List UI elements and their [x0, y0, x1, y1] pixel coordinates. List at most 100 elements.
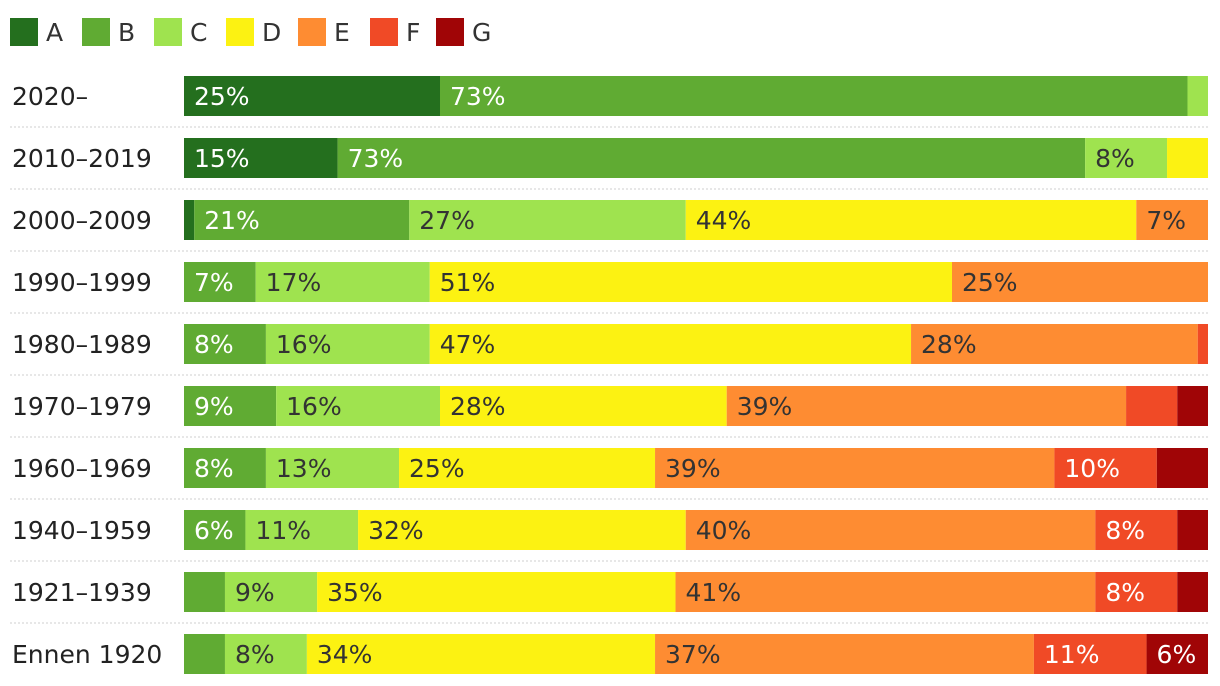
bar-segment-e [685, 510, 1096, 550]
data-label: 15% [194, 144, 250, 173]
data-label: 35% [327, 578, 383, 607]
data-label: 34% [317, 640, 373, 669]
bar-segment-g [1177, 510, 1208, 550]
data-label: 39% [737, 392, 793, 421]
data-label: 39% [665, 454, 721, 483]
bar-segment-c [255, 262, 430, 302]
bar-segment-d [317, 572, 676, 612]
bar-segment-b [184, 262, 256, 302]
bar-segment-d [429, 262, 952, 302]
bar-segment-g [1146, 634, 1208, 674]
bar-row: 2020– 25% 73% [12, 76, 1208, 116]
data-label: 16% [276, 330, 332, 359]
data-label: 27% [419, 206, 475, 235]
bar-segment-e [1136, 200, 1208, 240]
bar-segment-f [1197, 324, 1208, 364]
bar-segment-b [184, 510, 246, 550]
bar-segment-f [1095, 572, 1178, 612]
legend-swatch-g [436, 18, 464, 46]
bar-segment-f [1054, 448, 1157, 488]
bar-segment-b [184, 572, 225, 612]
category-label: 1940–1959 [12, 516, 152, 545]
data-label: 32% [368, 516, 424, 545]
bar-segment-d [429, 324, 912, 364]
data-label: 9% [194, 392, 234, 421]
bar-segment-a [184, 76, 440, 116]
bar-segment-c [1187, 76, 1208, 116]
bar-segment-e [655, 634, 1034, 674]
bar-segment-g [1177, 386, 1208, 426]
legend-item-f: F [370, 18, 420, 47]
bar-segment-d [685, 200, 1137, 240]
data-label: 10% [1064, 454, 1120, 483]
bar-segment-c [1085, 138, 1168, 178]
bar-segment-c [276, 386, 440, 426]
data-label: 13% [276, 454, 332, 483]
data-label: 17% [266, 268, 322, 297]
chart-rows: 2020– 25% 73% 2010–2019 15% 73% 8% 2000–2009 21%… [10, 76, 1210, 674]
bar-segment-c [224, 572, 318, 612]
bar-segment-e [952, 262, 1208, 302]
data-label: 8% [235, 640, 275, 669]
data-label: 8% [1105, 516, 1145, 545]
bar-segment-c [224, 634, 307, 674]
data-label: 40% [696, 516, 752, 545]
bar-segment-e [911, 324, 1198, 364]
data-label: 21% [204, 206, 260, 235]
bar-segment-d [306, 634, 656, 674]
bar-row: 1921–1939 9% 35% 41% 8% [10, 560, 1210, 612]
bar-segment-a [184, 138, 338, 178]
bar-segment-e [726, 386, 1127, 426]
legend-swatch-d [226, 18, 254, 46]
data-label: 73% [348, 144, 404, 173]
category-label: 2000–2009 [12, 206, 152, 235]
bar-row: 1960–1969 8% 13% 25% 39% 10% [10, 436, 1210, 488]
legend-item-c: C [154, 18, 207, 47]
legend-swatch-c [154, 18, 182, 46]
category-label: 1990–1999 [12, 268, 152, 297]
bar-segment-b [337, 138, 1086, 178]
legend-item-b: B [82, 18, 135, 47]
legend-label-a: A [46, 18, 63, 47]
bar-segment-f [1126, 386, 1178, 426]
category-label: 2010–2019 [12, 144, 152, 173]
data-label: 11% [255, 516, 311, 545]
bar-segment-c [265, 448, 400, 488]
legend-item-a: A [10, 18, 63, 47]
data-label: 8% [1105, 578, 1145, 607]
bar-row: 2000–2009 21% 27% 44% 7% [10, 188, 1210, 240]
data-label: 44% [696, 206, 752, 235]
legend-label-f: F [406, 18, 420, 47]
category-label: 1921–1939 [12, 578, 152, 607]
data-label: 25% [194, 82, 250, 111]
data-label: 8% [194, 454, 234, 483]
bar-segment-d [1167, 138, 1208, 178]
bar-segment-g [1177, 572, 1208, 612]
bar-segment-d [440, 386, 727, 426]
bar-segment-b [184, 634, 225, 674]
data-label: 6% [1157, 640, 1197, 669]
bar-segment-b [184, 324, 266, 364]
bar-row: 1940–1959 6% 11% 32% 40% 8% [10, 498, 1210, 550]
bar-segment-a [184, 200, 195, 240]
legend-item-d: D [226, 18, 281, 47]
data-label: 25% [962, 268, 1018, 297]
data-label: 51% [440, 268, 496, 297]
data-label: 37% [665, 640, 721, 669]
data-label: 41% [686, 578, 742, 607]
bar-row: 1980–1989 8% 16% 47% 28% [10, 312, 1210, 364]
legend-label-c: C [190, 18, 207, 47]
bar-segment-e [655, 448, 1055, 488]
category-label: 1980–1989 [12, 330, 152, 359]
bar-segment-b [184, 386, 277, 426]
bar-row: 1970–1979 9% 16% 28% 39% [10, 374, 1210, 426]
bar-segment-b [184, 448, 266, 488]
data-label: 7% [1146, 206, 1186, 235]
data-label: 11% [1044, 640, 1100, 669]
data-label: 28% [921, 330, 977, 359]
bar-segment-c [245, 510, 359, 550]
data-label: 47% [440, 330, 496, 359]
bar-segment-g [1156, 448, 1208, 488]
bar-segment-e [675, 572, 1096, 612]
